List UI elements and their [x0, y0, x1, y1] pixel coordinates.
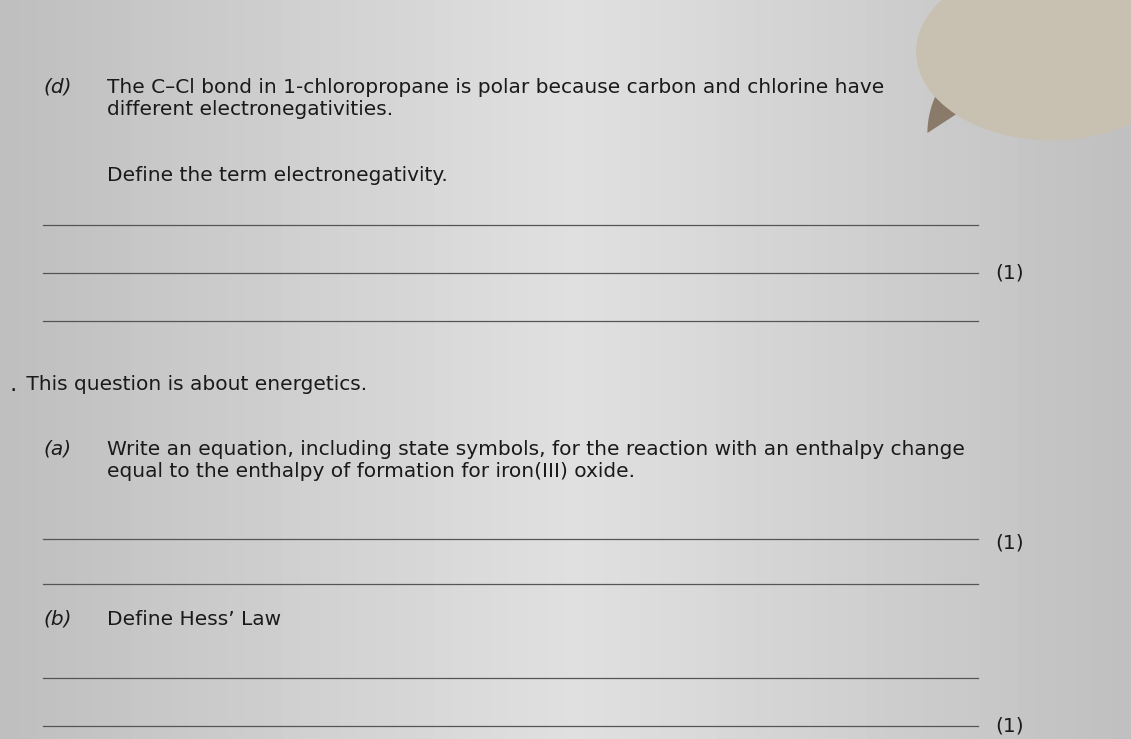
Bar: [113, 0, 132, 739]
Bar: [585, 0, 603, 739]
Bar: [829, 0, 848, 739]
Bar: [339, 0, 359, 739]
Bar: [94, 0, 113, 739]
Bar: [622, 0, 641, 739]
Text: This question is about energetics.: This question is about energetics.: [20, 375, 368, 394]
Bar: [396, 0, 415, 739]
Bar: [1094, 0, 1112, 739]
Bar: [509, 0, 528, 739]
Bar: [886, 0, 905, 739]
Bar: [641, 0, 659, 739]
Circle shape: [916, 0, 1131, 140]
Bar: [961, 0, 981, 739]
Bar: [942, 0, 961, 739]
Text: (1): (1): [995, 716, 1024, 735]
Bar: [1112, 0, 1131, 739]
Text: Define Hess’ Law: Define Hess’ Law: [107, 610, 282, 629]
Text: Define the term electronegativity.: Define the term electronegativity.: [107, 166, 448, 185]
Bar: [19, 0, 37, 739]
Bar: [999, 0, 1018, 739]
Bar: [377, 0, 396, 739]
Bar: [716, 0, 735, 739]
Bar: [735, 0, 754, 739]
Bar: [226, 0, 245, 739]
Bar: [452, 0, 472, 739]
Bar: [603, 0, 622, 739]
Bar: [698, 0, 716, 739]
Text: (1): (1): [995, 264, 1024, 283]
Bar: [566, 0, 585, 739]
Bar: [264, 0, 283, 739]
Bar: [1055, 0, 1074, 739]
Bar: [170, 0, 189, 739]
Bar: [981, 0, 999, 739]
Text: (b): (b): [43, 610, 71, 629]
Bar: [207, 0, 226, 739]
Polygon shape: [927, 0, 1131, 133]
Bar: [415, 0, 433, 739]
Text: (1): (1): [995, 534, 1024, 553]
Bar: [132, 0, 150, 739]
Bar: [283, 0, 302, 739]
Bar: [528, 0, 546, 739]
Bar: [433, 0, 452, 739]
Bar: [57, 0, 76, 739]
Bar: [811, 0, 829, 739]
Bar: [546, 0, 566, 739]
Text: Write an equation, including state symbols, for the reaction with an enthalpy ch: Write an equation, including state symbo…: [107, 440, 966, 480]
Text: The C–Cl bond in 1-chloropropane is polar because carbon and chlorine have
diffe: The C–Cl bond in 1-chloropropane is pola…: [107, 78, 884, 118]
Bar: [320, 0, 339, 739]
Bar: [302, 0, 320, 739]
Bar: [150, 0, 170, 739]
Bar: [76, 0, 94, 739]
Bar: [245, 0, 264, 739]
Bar: [792, 0, 811, 739]
Text: (a): (a): [43, 440, 71, 459]
Bar: [924, 0, 942, 739]
Bar: [0, 0, 19, 739]
Bar: [659, 0, 679, 739]
Bar: [189, 0, 207, 739]
Bar: [754, 0, 772, 739]
Bar: [1018, 0, 1037, 739]
Bar: [359, 0, 377, 739]
Bar: [848, 0, 867, 739]
Bar: [867, 0, 886, 739]
Bar: [772, 0, 792, 739]
Bar: [679, 0, 698, 739]
Bar: [472, 0, 490, 739]
Bar: [37, 0, 57, 739]
Bar: [1037, 0, 1055, 739]
Bar: [905, 0, 924, 739]
Text: .: .: [9, 372, 17, 396]
Bar: [490, 0, 509, 739]
Bar: [1074, 0, 1094, 739]
Text: (d): (d): [43, 78, 71, 97]
